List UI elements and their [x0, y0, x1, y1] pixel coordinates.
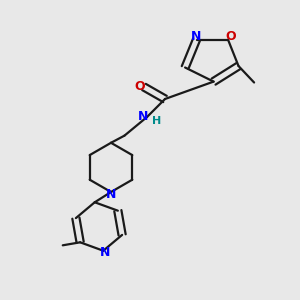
Text: N: N [138, 110, 148, 124]
Text: N: N [106, 188, 116, 201]
Text: N: N [100, 246, 110, 259]
Text: O: O [134, 80, 145, 93]
Text: H: H [152, 116, 161, 126]
Text: N: N [191, 30, 202, 43]
Text: O: O [225, 30, 236, 43]
